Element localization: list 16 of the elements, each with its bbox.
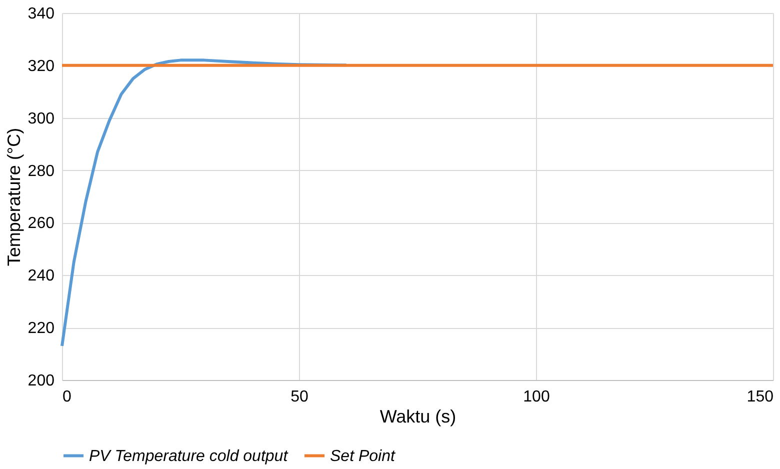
legend-label: Set Point (330, 448, 396, 465)
x-tick-label: 100 (523, 388, 550, 406)
y-tick-label: 220 (28, 320, 55, 338)
y-tick-label: 280 (28, 162, 55, 180)
y-axis-title: Temperature (°C) (4, 128, 24, 266)
x-tick-label: 0 (62, 388, 72, 406)
x-axis-title: Waktu (s) (380, 406, 456, 426)
legend-label: PV Temperature cold output (89, 448, 288, 465)
y-tick-label: 260 (28, 215, 55, 232)
y-tick-label: 320 (28, 58, 55, 75)
y-tick-label: 240 (28, 268, 55, 285)
x-tick-label: 50 (290, 388, 308, 406)
y-tick-label: 340 (28, 6, 55, 22)
y-tick-label: 300 (28, 110, 55, 128)
y-tick-label: 200 (28, 372, 55, 390)
x-tick-label: 150 (746, 388, 774, 406)
